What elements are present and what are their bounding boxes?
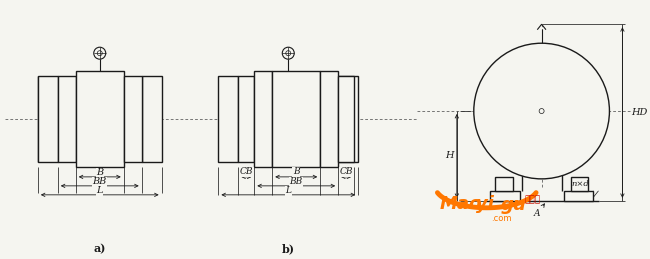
- Bar: [124, 76, 142, 162]
- Text: BB: BB: [92, 177, 107, 186]
- Bar: [571, 177, 588, 191]
- Bar: [272, 71, 320, 167]
- Bar: [320, 71, 338, 167]
- Circle shape: [539, 109, 544, 113]
- Bar: [489, 191, 519, 201]
- Bar: [338, 76, 354, 162]
- Circle shape: [474, 43, 610, 179]
- Text: n×d: n×d: [571, 180, 590, 188]
- Circle shape: [98, 51, 102, 56]
- Circle shape: [94, 47, 106, 59]
- Circle shape: [286, 51, 291, 56]
- Bar: [495, 177, 513, 191]
- Bar: [38, 76, 58, 162]
- Text: HD: HD: [631, 108, 648, 117]
- Bar: [142, 76, 162, 162]
- Text: L: L: [96, 186, 103, 195]
- Text: yi: yi: [476, 195, 494, 213]
- Text: b): b): [281, 243, 294, 254]
- Text: A: A: [534, 209, 540, 218]
- Bar: [338, 76, 358, 162]
- Bar: [254, 71, 272, 167]
- Text: a): a): [94, 243, 106, 254]
- Text: .com: .com: [491, 214, 512, 223]
- Text: 贸易谷: 贸易谷: [525, 195, 541, 204]
- Text: H: H: [446, 152, 454, 160]
- Bar: [58, 76, 76, 162]
- Circle shape: [282, 47, 294, 59]
- Bar: [564, 191, 593, 201]
- Text: B: B: [293, 167, 300, 176]
- Text: Mao: Mao: [439, 195, 482, 213]
- Text: gu: gu: [500, 196, 526, 214]
- Text: L: L: [285, 186, 291, 195]
- Text: BB: BB: [290, 177, 303, 186]
- Text: CB: CB: [240, 167, 253, 176]
- Text: B: B: [96, 168, 103, 177]
- Bar: [76, 71, 124, 167]
- Bar: [239, 76, 254, 162]
- Bar: [218, 76, 239, 162]
- Text: CB: CB: [339, 167, 353, 176]
